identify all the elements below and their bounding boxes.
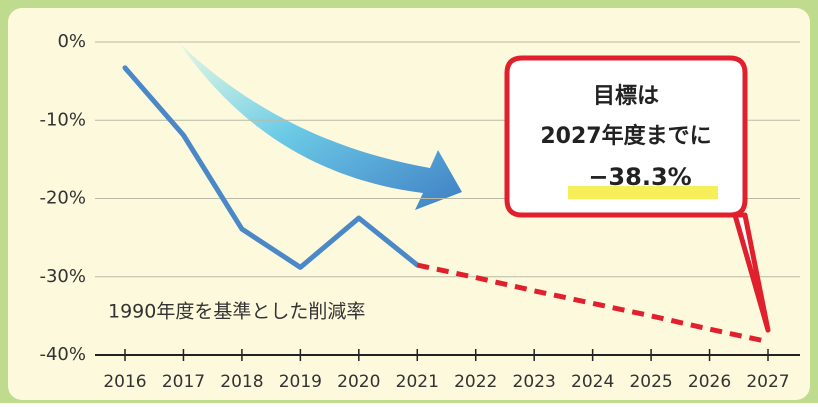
x-tick-label: 2024 xyxy=(571,372,614,392)
y-tick-label: 0% xyxy=(57,31,86,52)
x-tick-label: 2021 xyxy=(396,372,439,392)
x-tick-label: 2016 xyxy=(103,372,146,392)
x-tick-label: 2020 xyxy=(337,372,380,392)
callout-text: −38.3% xyxy=(588,163,691,191)
x-tick-label: 2026 xyxy=(688,372,731,392)
x-tick-label: 2018 xyxy=(220,372,263,392)
x-tick-label: 2025 xyxy=(629,372,672,392)
x-tick-label: 2023 xyxy=(513,372,556,392)
callout-text: 2027年度までに xyxy=(540,123,711,149)
callout-text: 目標は xyxy=(593,84,659,109)
y-tick-label: -30% xyxy=(39,266,86,287)
annotation: 1990年度を基準とした削減率 xyxy=(108,301,365,323)
x-tick-label: 2022 xyxy=(454,372,497,392)
x-tick-label: 2017 xyxy=(162,372,205,392)
x-tick-label: 2019 xyxy=(279,372,322,392)
y-tick-label: -40% xyxy=(39,344,86,365)
x-tick-label: 2027 xyxy=(746,372,789,392)
chart: 0% -10% -20% -30% -40% 2016 2017 2018 2019 2020 20… xyxy=(0,0,818,403)
y-tick-label: -20% xyxy=(39,188,86,209)
y-tick-label: -10% xyxy=(39,109,86,130)
